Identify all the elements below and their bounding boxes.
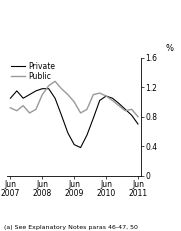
Private [92,117,94,119]
Private [131,114,133,117]
Private [48,87,50,90]
Public [60,87,63,90]
Public [137,115,139,118]
Public [28,112,31,114]
Legend: Private, Public: Private, Public [11,62,55,81]
Text: %: % [165,44,173,53]
Private [22,97,24,100]
Public [105,95,107,97]
Public [92,93,94,96]
Public [73,100,75,103]
Private [118,102,120,105]
Public [86,108,88,111]
Private [9,97,12,100]
Private [60,114,63,117]
Private [137,123,139,125]
Private [16,89,18,92]
Private [111,97,113,100]
Public [41,93,43,96]
Line: Public: Public [10,81,138,117]
Public [124,109,126,112]
Public [16,109,18,112]
Public [22,104,24,107]
Private [86,134,88,137]
Public [54,80,56,83]
Public [111,99,113,102]
Private [105,95,107,97]
Private [124,108,126,111]
Public [35,108,37,111]
Public [67,93,69,96]
Public [9,106,12,109]
Public [131,108,133,111]
Private [28,93,31,96]
Private [41,87,43,90]
Public [118,104,120,107]
Private [35,89,37,92]
Private [54,97,56,100]
Private [67,131,69,134]
Public [99,92,101,94]
Public [79,112,82,114]
Private [79,146,82,149]
Public [48,84,50,87]
Line: Private: Private [10,89,138,148]
Text: (a) See Explanatory Notes paras 46-47, 50: (a) See Explanatory Notes paras 46-47, 5… [4,225,138,230]
Private [73,143,75,146]
Private [99,99,101,102]
